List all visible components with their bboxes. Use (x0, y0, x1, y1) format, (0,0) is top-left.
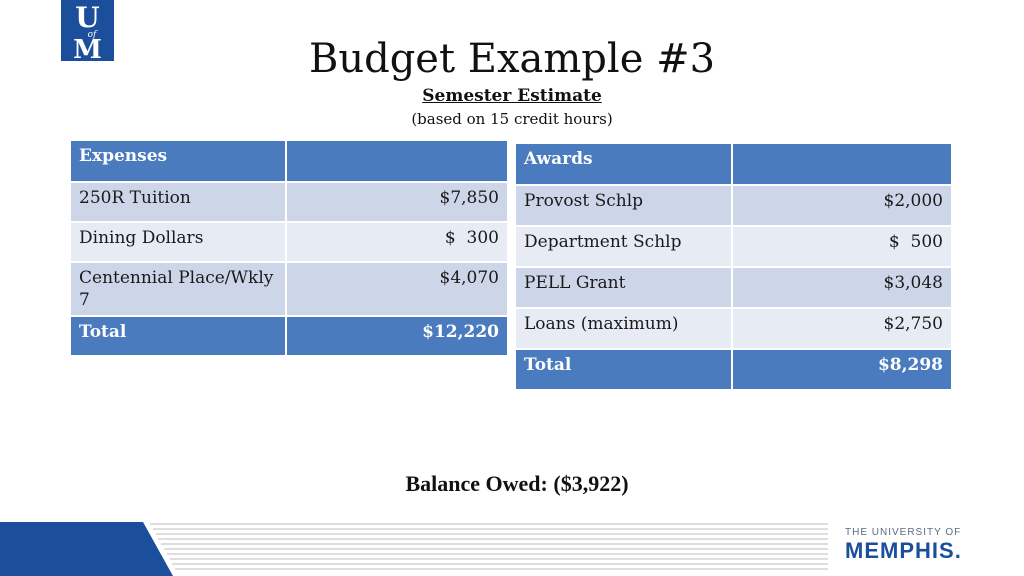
table-row: Centennial Place/Wkly 7 $4,070 (69, 261, 509, 317)
table-row: 250R Tuition $7,850 (69, 181, 509, 223)
table-row: Dining Dollars $ 300 (69, 221, 509, 263)
award-label: PELL Grant (514, 266, 733, 309)
expenses-header-blank (285, 139, 509, 183)
awards-total-row: Total $8,298 (514, 348, 953, 391)
table-row: PELL Grant $3,048 (514, 266, 953, 309)
wordmark-small-text: THE UNIVERSITY OF (845, 527, 962, 538)
expenses-header: Expenses (69, 139, 287, 183)
expense-amount: $ 300 (285, 221, 509, 263)
expenses-total-amount: $12,220 (285, 315, 509, 357)
page-subtitle: Semester Estimate (422, 86, 602, 106)
logo-middle-text: of (88, 30, 98, 40)
university-wordmark: THE UNIVERSITY OF MEMPHIS. (845, 527, 1000, 563)
expense-label: Dining Dollars (69, 221, 287, 263)
award-amount: $3,048 (731, 266, 953, 309)
footer-rules (150, 523, 828, 570)
award-amount: $2,750 (731, 307, 953, 350)
logo-bottom-letter: M (73, 35, 102, 61)
wordmark-mark: . (954, 538, 962, 563)
award-label: Provost Schlp (514, 184, 733, 227)
award-amount: $2,000 (731, 184, 953, 227)
expenses-header-row: Expenses (69, 139, 509, 183)
page-note: (based on 15 credit hours) (411, 110, 613, 128)
awards-total-amount: $8,298 (731, 348, 953, 391)
award-label: Loans (maximum) (514, 307, 733, 350)
table-row: Department Schlp $ 500 (514, 225, 953, 268)
award-label: Department Schlp (514, 225, 733, 268)
awards-table: Awards Provost Schlp $2,000 Department S… (514, 142, 953, 391)
footer-blue-band (0, 522, 173, 576)
table-row: Loans (maximum) $2,750 (514, 307, 953, 350)
wordmark-name: MEMPHIS (845, 538, 955, 563)
wordmark-big-text: MEMPHIS. (845, 539, 1000, 563)
awards-header-row: Awards (514, 142, 953, 186)
expense-amount: $7,850 (285, 181, 509, 223)
table-row: Provost Schlp $2,000 (514, 184, 953, 227)
expenses-total-row: Total $12,220 (69, 315, 509, 357)
award-amount: $ 500 (731, 225, 953, 268)
expenses-total-label: Total (69, 315, 287, 357)
um-logo-icon: U of M (61, 0, 114, 61)
expense-amount: $4,070 (285, 261, 509, 317)
page-title: Budget Example #3 (308, 36, 716, 82)
awards-header: Awards (514, 142, 733, 186)
expenses-table: Expenses 250R Tuition $7,850 Dining Doll… (69, 139, 509, 357)
awards-header-blank (731, 142, 953, 186)
expense-label: 250R Tuition (69, 181, 287, 223)
awards-total-label: Total (514, 348, 733, 391)
logo-top-letter: U (75, 1, 99, 34)
footer-stripes (0, 522, 828, 576)
university-logo: U of M (61, 0, 114, 61)
balance-owed: Balance Owed: ($3,922) (405, 471, 629, 496)
expense-label: Centennial Place/Wkly 7 (69, 261, 287, 317)
